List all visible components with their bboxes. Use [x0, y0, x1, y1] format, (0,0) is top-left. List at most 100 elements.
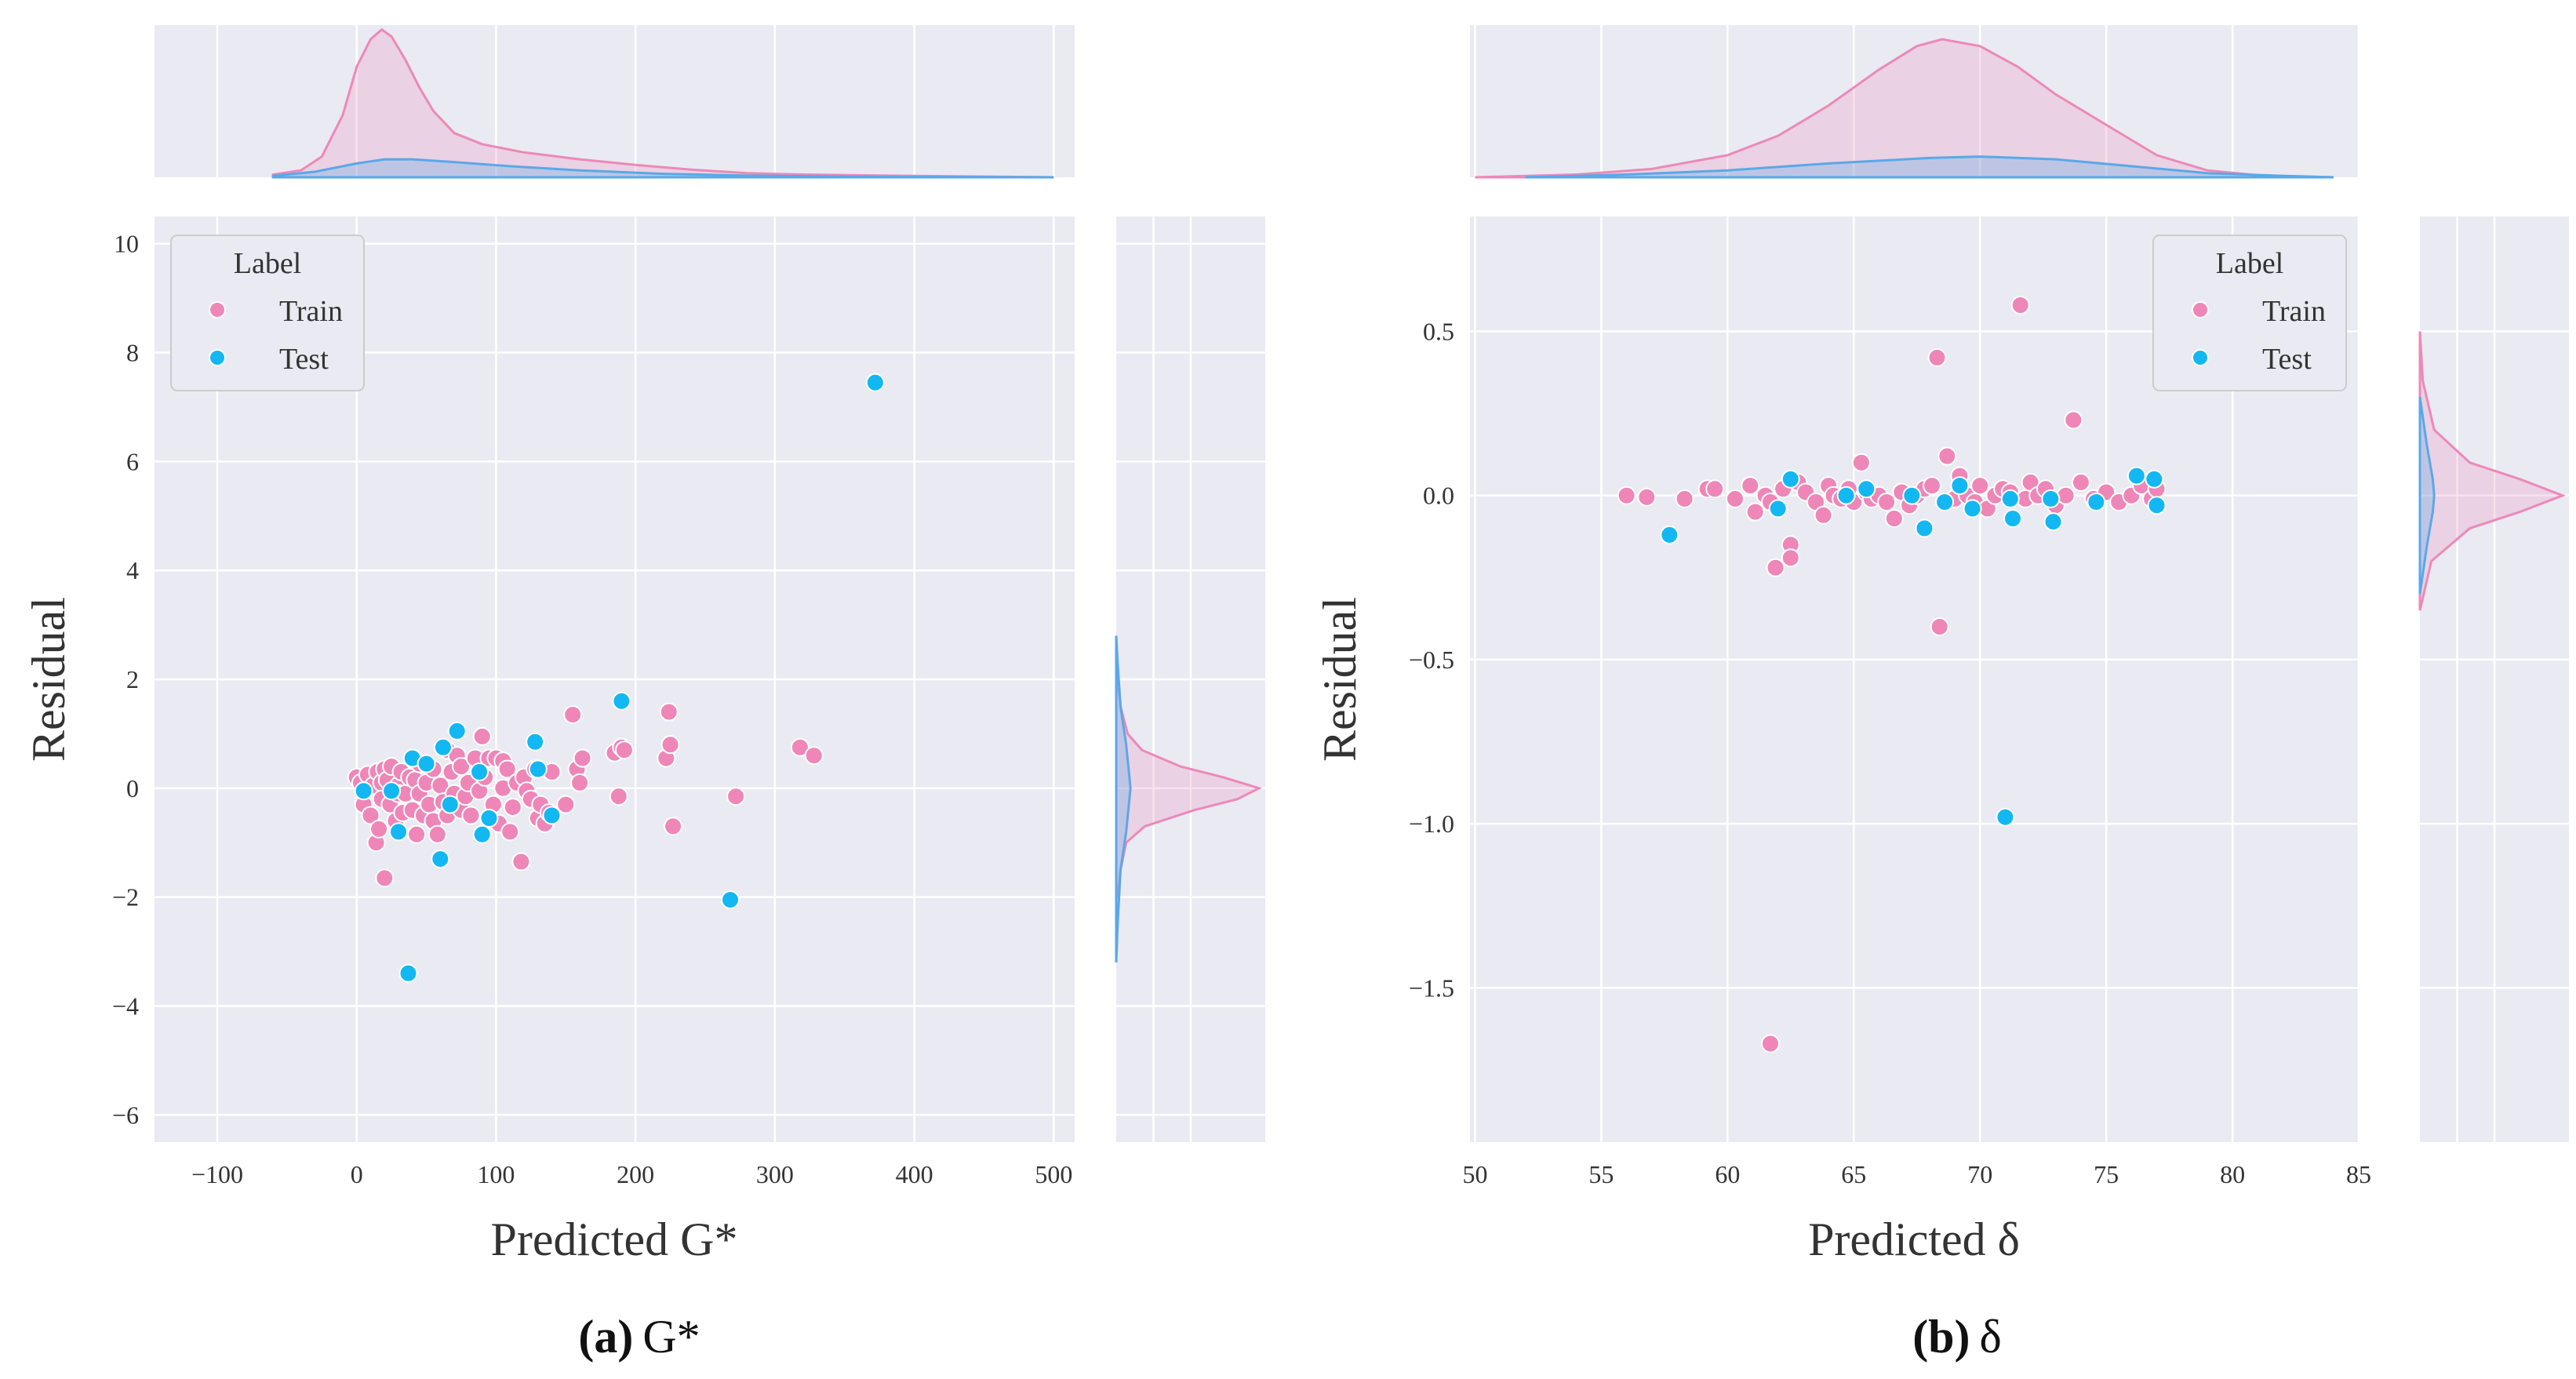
- panel-a-test-point: [542, 806, 562, 825]
- panel-b-test-point: [1935, 493, 1955, 511]
- panel-a-train-point: [361, 806, 380, 825]
- panel-a-test-point: [612, 691, 631, 711]
- panel-b-train-point: [1617, 486, 1636, 505]
- panel-b-top-train-kde: [1475, 38, 2334, 179]
- panel-b-test-point: [2043, 512, 2063, 532]
- panel-b-x-tick-label: 65: [1841, 1160, 1866, 1188]
- panel-b-y-tick-label: −1.5: [1409, 973, 1454, 1002]
- panel-b-train-point: [1781, 548, 1800, 568]
- panel-b-train-point: [2010, 296, 2030, 315]
- panel-b-train-point: [1637, 487, 1657, 507]
- panel-a-test-point: [470, 762, 489, 781]
- panel-b-x-tick-label: 75: [2094, 1160, 2119, 1188]
- panel-b-right-train-kde: [2418, 331, 2567, 611]
- panel-a-train-point: [804, 746, 824, 766]
- panel-a: −100 0 100 200 300 400 500 −6 −4 −2 0 2 4 6 8 10 Predi…: [23, 25, 1265, 1363]
- panel-a-train-point: [664, 817, 683, 836]
- panel-b-legend-test-label: Test: [2262, 343, 2312, 376]
- panel-b-test-point: [2127, 466, 2146, 486]
- panel-a-train-point: [472, 726, 492, 746]
- panel-a-legend: Label Train Test: [170, 235, 365, 391]
- panel-a-test-point: [417, 754, 436, 773]
- panel-a-train-point: [503, 798, 522, 817]
- panel-b-test-point: [1963, 499, 1982, 518]
- panel-b-train-point: [1930, 617, 1949, 636]
- panel-b-legend-test-marker: [2192, 349, 2209, 366]
- panel-b-train-point: [1741, 476, 1760, 496]
- panel-b: 50 55 60 65 70 75 80 85 −1.5 −1.0 −0.5 0.0 0.5 Pred…: [1314, 25, 2569, 1363]
- panel-a-y-tick-label: −6: [112, 1101, 139, 1129]
- panel-b-x-axis-label: Predicted δ: [1808, 1213, 2020, 1265]
- panel-a-legend-train-label: Train: [279, 295, 343, 328]
- panel-a-test-point: [528, 759, 548, 779]
- panel-b-train-point: [1970, 476, 1990, 496]
- panel-b-y-tick-label: 0.0: [1423, 482, 1454, 510]
- panel-b-legend-title: Label: [2216, 247, 2284, 280]
- panel-b-x-tick-label: 55: [1588, 1160, 1614, 1188]
- panel-a-train-point: [659, 702, 679, 722]
- panel-b-train-point: [1761, 1034, 1780, 1053]
- panel-a-legend-test-marker: [209, 349, 226, 366]
- panel-a-train-point: [369, 819, 389, 839]
- panel-a-x-tick-label: 0: [351, 1160, 363, 1188]
- panel-a-train-point: [790, 737, 810, 757]
- panel-a-train-point: [500, 822, 520, 842]
- panel-a-test-point: [382, 781, 402, 801]
- panel-b-test-point: [2145, 469, 2164, 489]
- panel-b-train-point: [2064, 410, 2083, 430]
- panel-a-train-point: [573, 748, 592, 768]
- panel-b-train-point: [1923, 476, 1941, 496]
- panel-b-y-tick-label: −1.0: [1409, 810, 1454, 838]
- panel-a-y-axis-label: Residual: [23, 597, 75, 762]
- panel-b-test-point: [2147, 496, 2167, 515]
- panel-a-train-point: [660, 735, 680, 755]
- panel-a-legend-test-label: Test: [279, 343, 329, 376]
- panel-b-right-test-kde: [2418, 396, 2436, 595]
- panel-a-y-tick-label: 8: [126, 339, 139, 367]
- panel-a-test-point: [354, 781, 373, 801]
- panel-b-y-tick-label: −0.5: [1409, 646, 1454, 674]
- panel-a-train-point: [570, 773, 590, 792]
- panel-b-train-point: [1814, 505, 1833, 525]
- panel-b-x-tick-label: 70: [1967, 1160, 1992, 1188]
- panel-b-train-point: [1745, 502, 1765, 522]
- panel-a-y-tick-label: 2: [126, 665, 139, 693]
- panel-b-x-tick-label: 50: [1462, 1160, 1487, 1188]
- panel-a-x-axis-label: Predicted G*: [491, 1213, 738, 1265]
- panel-a-y-tick-label: 4: [126, 556, 139, 584]
- panel-b-train-point: [2056, 486, 2076, 505]
- panel-a-train-point: [428, 824, 447, 844]
- panel-a-x-tick-label: −100: [191, 1160, 243, 1188]
- panel-b-caption: (b) δ: [1912, 1311, 2002, 1363]
- panel-a-train-point: [563, 705, 583, 725]
- panel-a-caption-letter: (a): [578, 1311, 633, 1363]
- panel-b-test-point: [1660, 525, 1679, 544]
- panel-b-y-tick-label: 0.5: [1423, 317, 1454, 345]
- panel-a-test-point: [721, 890, 740, 910]
- panel-a-test-point: [389, 822, 408, 842]
- panel-a-test-point: [440, 795, 460, 814]
- panel-a-test-point: [472, 824, 492, 844]
- panel-b-test-point: [2003, 509, 2022, 528]
- panel-b-x-tick-label: 80: [2220, 1160, 2245, 1188]
- panel-a-train-point: [609, 787, 628, 806]
- panel-b-legend-train-marker: [2192, 301, 2209, 318]
- panel-a-x-tick-label: 200: [617, 1160, 654, 1188]
- panel-a-y-tick-label: 6: [126, 447, 139, 475]
- panel-a-y-tick-label: 0: [126, 774, 139, 802]
- panel-a-test-point: [865, 373, 885, 392]
- panel-b-train-point: [1937, 446, 1957, 466]
- panel-b-test-point: [2000, 489, 2020, 508]
- panel-a-top-marginal-bg: [155, 25, 1075, 177]
- panel-a-train-point: [375, 868, 395, 888]
- panel-b-test-point: [2087, 493, 2106, 511]
- panel-a-right-test-kde: [1115, 635, 1132, 962]
- panel-a-x-tick-label: 400: [896, 1160, 933, 1188]
- panel-a-legend-title: Label: [234, 247, 302, 280]
- panel-a-x-tick-label: 100: [477, 1160, 515, 1188]
- panel-b-legend: Label Train Test: [2152, 235, 2347, 391]
- panel-b-test-point: [2041, 489, 2061, 508]
- panel-a-train-point: [511, 852, 531, 871]
- panel-b-test-point: [1781, 469, 1800, 489]
